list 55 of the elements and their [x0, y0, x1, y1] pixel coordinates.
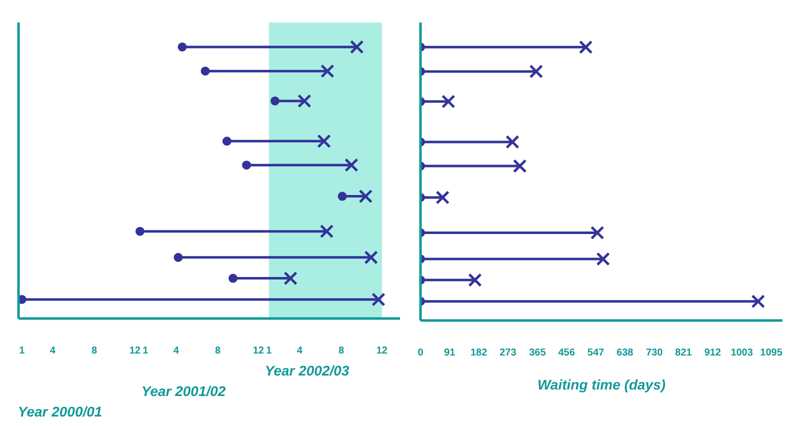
- point: [578, 40, 593, 54]
- x-tick-label: 547: [587, 348, 605, 358]
- x-tick-label: 0: [418, 348, 424, 358]
- x-tick-label: 12: [252, 346, 264, 356]
- point: [372, 292, 386, 306]
- point: [135, 226, 144, 236]
- x-tick-label: 273: [500, 348, 517, 358]
- x-tick-label: 1: [19, 346, 26, 356]
- point: [270, 96, 280, 106]
- point: [590, 226, 604, 240]
- x-tick-label: 12: [376, 346, 388, 356]
- x-tick-label: 4: [296, 346, 303, 356]
- point: [529, 64, 544, 78]
- point: [320, 64, 334, 78]
- point: [228, 274, 238, 283]
- x-tick-label: 456: [558, 348, 576, 358]
- x-tick-label: 182: [470, 348, 488, 358]
- point: [178, 42, 187, 52]
- point: [174, 252, 183, 262]
- point: [596, 252, 610, 266]
- x-tick-label: 4: [173, 346, 180, 356]
- x-tick-label: 12: [129, 346, 141, 356]
- point: [200, 66, 210, 76]
- x-tick-label: 8: [92, 346, 98, 356]
- x-tick-label: 91: [444, 348, 456, 358]
- x-tick-label: 912: [704, 348, 722, 358]
- point: [242, 160, 252, 170]
- x-tick-label: 1: [266, 346, 272, 356]
- x-axis-title: Waiting time (days): [537, 376, 666, 392]
- point: [222, 136, 232, 146]
- x-tick-label: 821: [675, 348, 692, 358]
- text: Year 2002/03: [264, 362, 350, 379]
- point: [364, 250, 378, 264]
- x-tick-label: 4: [50, 346, 56, 356]
- text: Year 2001/02: [141, 383, 226, 400]
- point: [468, 273, 482, 287]
- point: [358, 189, 373, 204]
- x-tick-label: 8: [338, 346, 345, 356]
- x-tick-label: 365: [529, 348, 546, 358]
- x-tick-label: 730: [646, 348, 664, 358]
- x-tick-label: 8: [215, 346, 222, 356]
- point: [284, 271, 298, 286]
- point: [320, 224, 334, 238]
- x-tick-label: 1003: [730, 348, 754, 358]
- point: [506, 135, 520, 149]
- point: [338, 192, 347, 201]
- x-tick-label: 1: [142, 346, 149, 356]
- x-tick-label: 1095: [760, 348, 783, 358]
- point: [298, 94, 312, 108]
- x-tick-label: 638: [616, 348, 634, 358]
- point: [350, 40, 364, 54]
- text: Year 2000/01: [18, 404, 102, 420]
- point: [344, 158, 358, 172]
- point: [317, 134, 331, 148]
- point: [512, 159, 527, 173]
